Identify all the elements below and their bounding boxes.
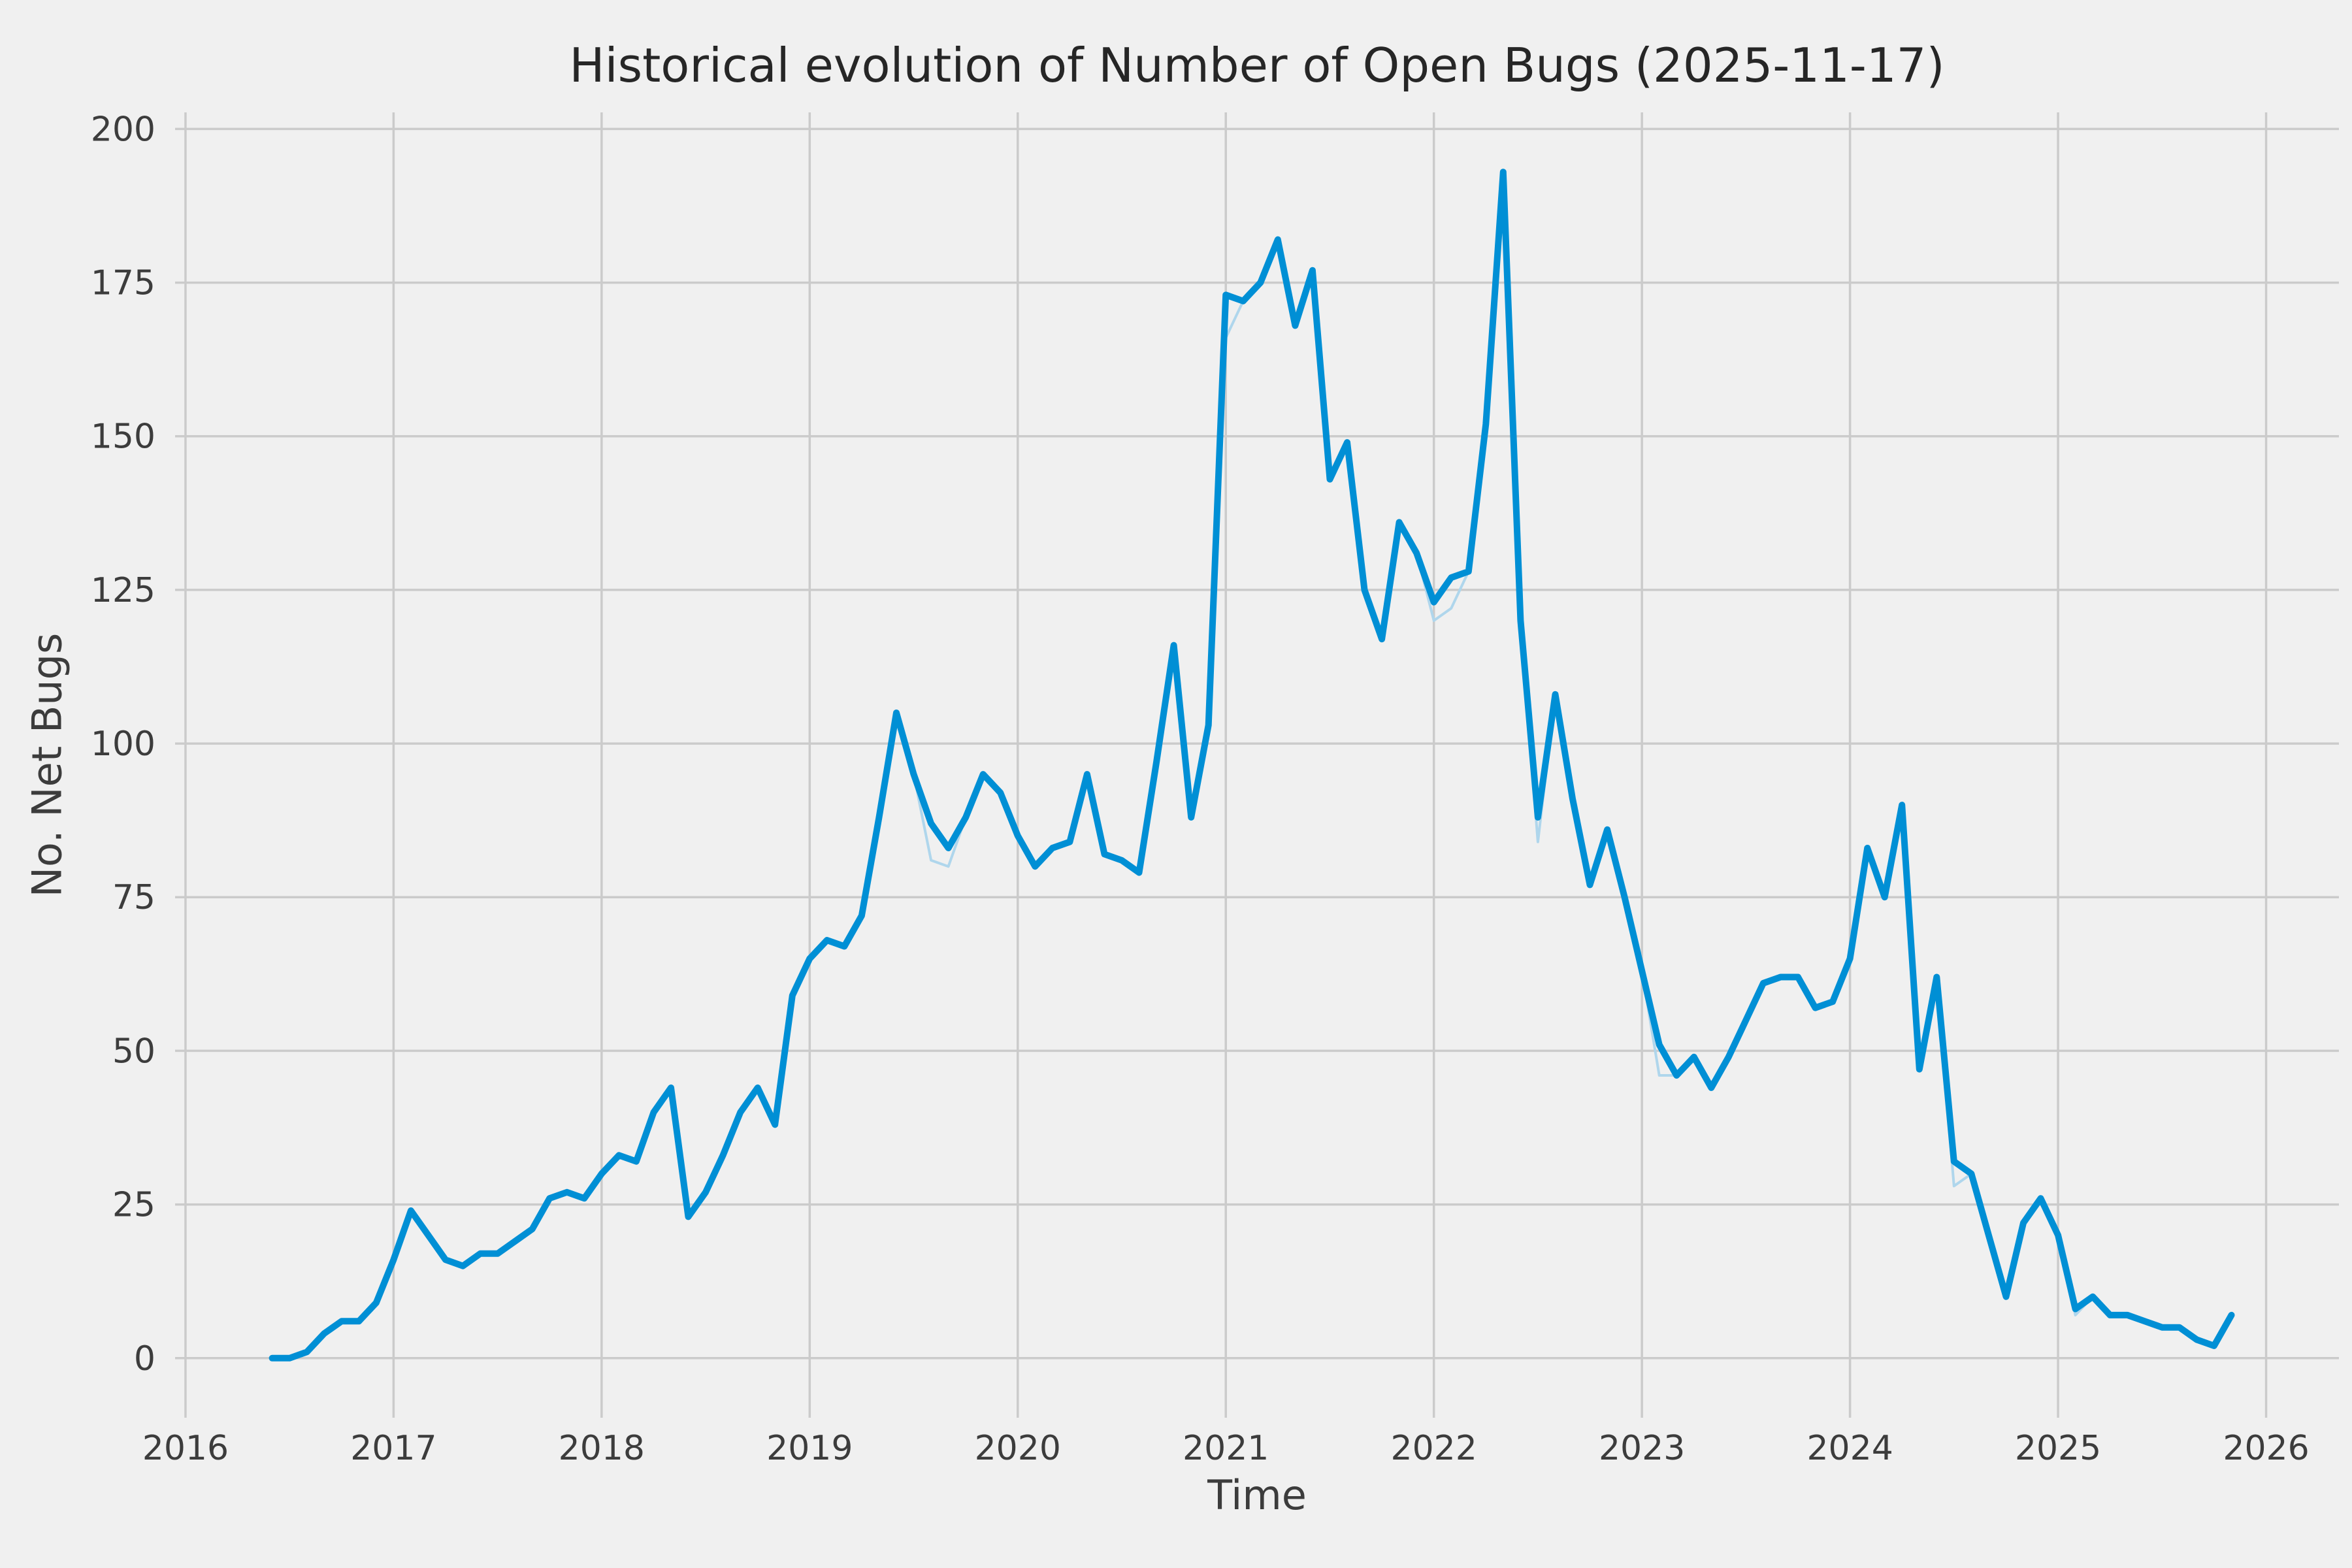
x-tick-label: 2020 — [975, 1429, 1061, 1468]
y-tick-label: 75 — [112, 878, 155, 917]
x-tick-label: 2025 — [2015, 1429, 2101, 1468]
open-bugs-shadow-line — [270, 171, 2233, 1360]
y-tick-label: 100 — [91, 725, 155, 764]
y-tick-label: 125 — [91, 571, 155, 610]
y-tick-label: 200 — [91, 110, 155, 149]
x-tick-label: 2017 — [350, 1429, 436, 1468]
x-tick-label: 2019 — [766, 1429, 853, 1468]
x-axis-label: Time — [1207, 1471, 1307, 1519]
chart-title: Historical evolution of Number of Open B… — [569, 38, 1945, 93]
x-tick-label: 2021 — [1183, 1429, 1269, 1468]
open-bugs-line — [269, 169, 2235, 1362]
y-tick-label: 150 — [91, 417, 155, 457]
y-tick-label: 175 — [91, 264, 155, 303]
x-tick-label: 2022 — [1391, 1429, 1477, 1468]
y-tick-label: 25 — [112, 1186, 155, 1225]
x-tick-label: 2024 — [1806, 1429, 1893, 1468]
x-tick-label: 2016 — [142, 1429, 229, 1468]
x-tick-label: 2018 — [559, 1429, 645, 1468]
y-tick-label: 50 — [112, 1032, 155, 1071]
y-tick-label: 0 — [134, 1339, 155, 1379]
x-tick-label: 2026 — [2223, 1429, 2309, 1468]
x-tick-label: 2023 — [1599, 1429, 1685, 1468]
